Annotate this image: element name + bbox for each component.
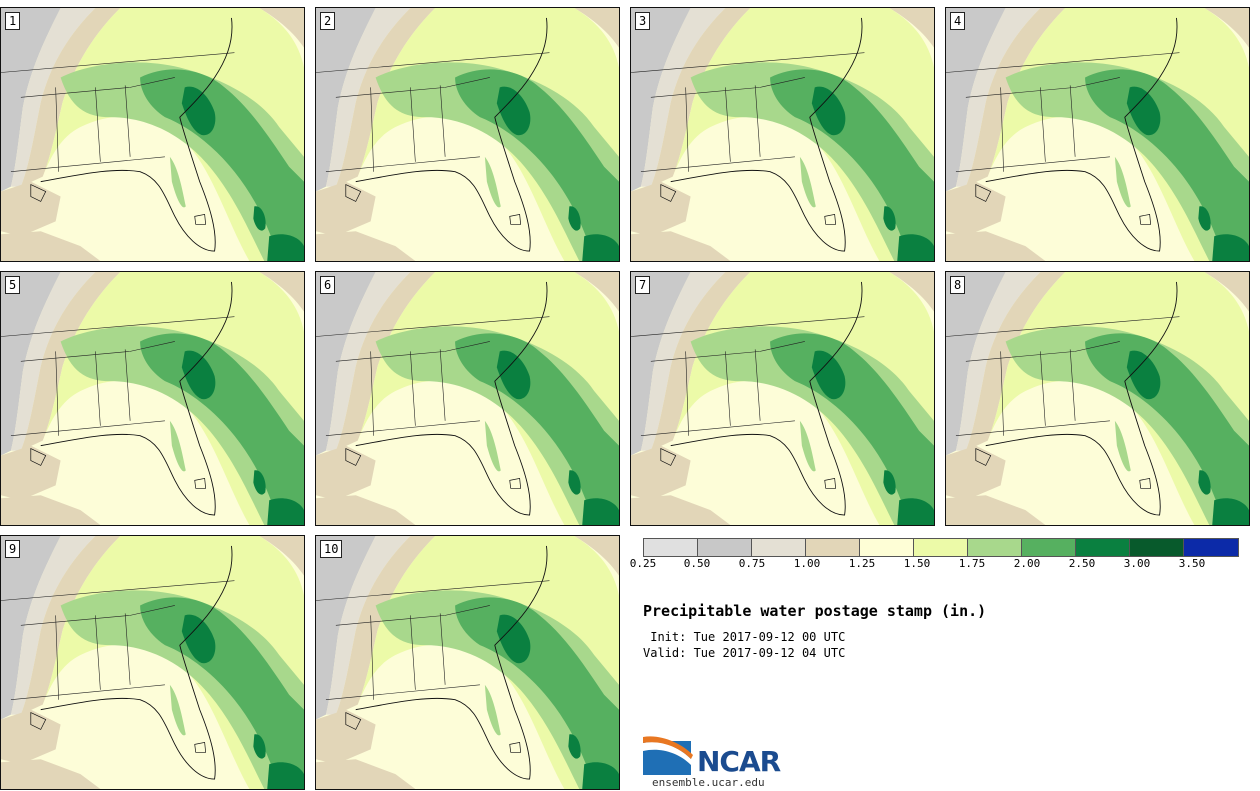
panel-label: 4 [950,12,966,30]
colorbar-tick: 2.00 [1013,557,1041,570]
ensemble-member-panel-1: 1 [0,7,305,262]
panel-label: 10 [320,540,343,558]
colorbar-swatch [1130,539,1184,556]
panel-label: 3 [635,12,651,30]
precip-water-map [1,8,304,261]
colorbar-tick: 3.00 [1123,557,1151,570]
colorbar-swatch [1022,539,1076,556]
colorbar-swatch [644,539,698,556]
panel-label: 2 [320,12,336,30]
colorbar-tick: 1.50 [903,557,931,570]
ensemble-member-panel-6: 6 [315,271,620,526]
precip-water-map [946,272,1249,525]
colorbar-tick: 0.50 [683,557,711,570]
panel-label: 9 [5,540,21,558]
colorbar-swatch [914,539,968,556]
panel-label: 1 [5,12,21,30]
colorbar-tick: 2.50 [1068,557,1096,570]
colorbar-tick: 3.50 [1178,557,1206,570]
panel-label: 5 [5,276,21,294]
ensemble-member-panel-9: 9 [0,535,305,790]
colorbar-swatch [860,539,914,556]
colorbar-tick: 1.00 [793,557,821,570]
colorbar-tick: 1.25 [848,557,876,570]
panel-label: 8 [950,276,966,294]
colorbar-tick: 1.75 [958,557,986,570]
ensemble-member-panel-10: 10 [315,535,620,790]
colorbar-swatch [1184,539,1238,556]
ensemble-member-panel-5: 5 [0,271,305,526]
precip-water-map [316,536,619,789]
precip-water-map [316,272,619,525]
precip-water-map [316,8,619,261]
panel-label: 6 [320,276,336,294]
ensemble-member-panel-3: 3 [630,7,935,262]
ncar-logo-icon [643,736,693,775]
colorbar-tick: 0.25 [629,557,657,570]
panel-label: 7 [635,276,651,294]
precip-water-map [631,8,934,261]
colorbar-swatch [1076,539,1130,556]
valid-time: Valid: Tue 2017-09-12 04 UTC [643,646,846,660]
colorbar-swatch [698,539,752,556]
colorbar-swatch [968,539,1022,556]
ncar-url: ensemble.ucar.edu [652,776,765,789]
ensemble-member-panel-2: 2 [315,7,620,262]
ensemble-member-panel-4: 4 [945,7,1250,262]
colorbar-swatch [752,539,806,556]
figure-title: Precipitable water postage stamp (in.) [643,602,987,620]
precip-water-map [631,272,934,525]
colorbar-swatch [806,539,860,556]
precip-water-map [946,8,1249,261]
init-time: Init: Tue 2017-09-12 00 UTC [643,630,846,644]
ensemble-member-panel-8: 8 [945,271,1250,526]
precip-water-map [1,272,304,525]
precip-water-map [1,536,304,789]
colorbar [643,538,1239,557]
colorbar-tick: 0.75 [738,557,766,570]
ensemble-member-panel-7: 7 [630,271,935,526]
ncar-logo-text: NCAR [697,745,781,778]
